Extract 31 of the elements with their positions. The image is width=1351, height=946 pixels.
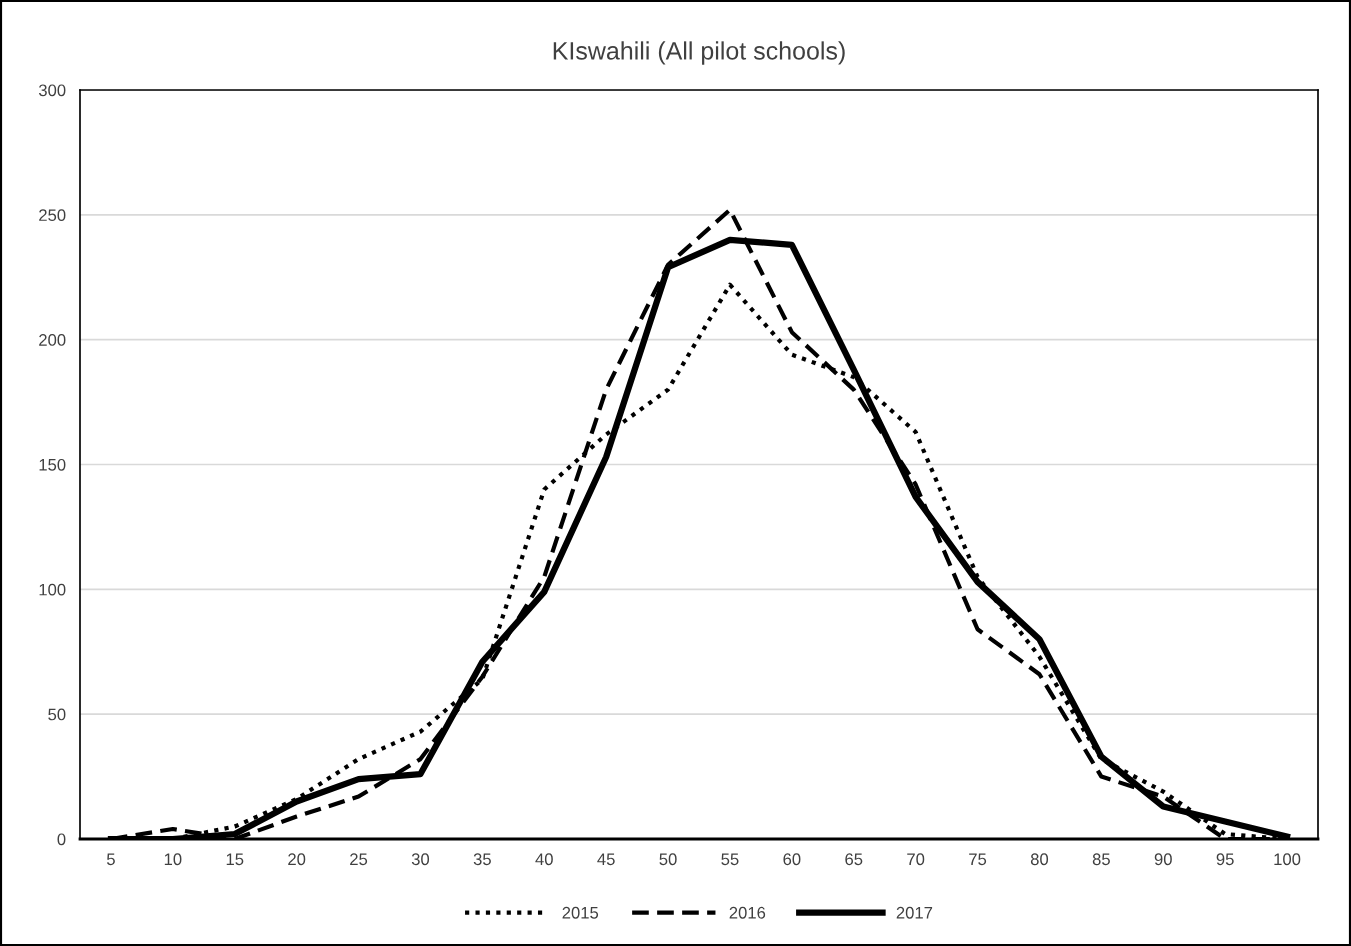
x-tick-label: 5 (106, 853, 115, 866)
legend-label: 2016 (729, 906, 766, 919)
x-tick-label: 70 (907, 853, 925, 866)
y-tick-label: 150 (39, 458, 66, 471)
x-tick-label: 25 (350, 853, 368, 866)
y-tick-label: 100 (39, 583, 66, 596)
legend-label: 2015 (562, 906, 599, 919)
x-tick-label: 45 (597, 853, 615, 866)
x-tick-label: 50 (659, 853, 677, 866)
legend-label: 2017 (896, 906, 933, 919)
y-tick-label: 250 (39, 209, 66, 222)
x-tick-label: 90 (1154, 853, 1172, 866)
x-tick-label: 75 (969, 853, 987, 866)
y-tick-label: 300 (38, 84, 66, 97)
y-tick-label: 0 (57, 833, 66, 846)
x-tick-label: 20 (288, 853, 306, 866)
y-tick-label: 200 (39, 334, 66, 346)
x-tick-label: 100 (1274, 853, 1301, 866)
y-tick-label: 50 (48, 708, 66, 721)
x-tick-label: 80 (1030, 853, 1049, 866)
x-tick-label: 60 (783, 853, 801, 866)
x-tick-label: 15 (226, 853, 244, 866)
x-tick-label: 40 (535, 853, 553, 866)
chart-title: KIswahili (All pilot schools) (553, 41, 845, 65)
x-tick-label: 10 (164, 853, 182, 866)
x-tick-label: 55 (721, 853, 739, 866)
x-tick-label: 65 (845, 853, 863, 866)
x-tick-label: 95 (1216, 853, 1234, 866)
x-tick-label: 35 (473, 853, 491, 866)
x-tick-label: 85 (1092, 853, 1110, 866)
x-tick-label: 30 (411, 853, 430, 866)
